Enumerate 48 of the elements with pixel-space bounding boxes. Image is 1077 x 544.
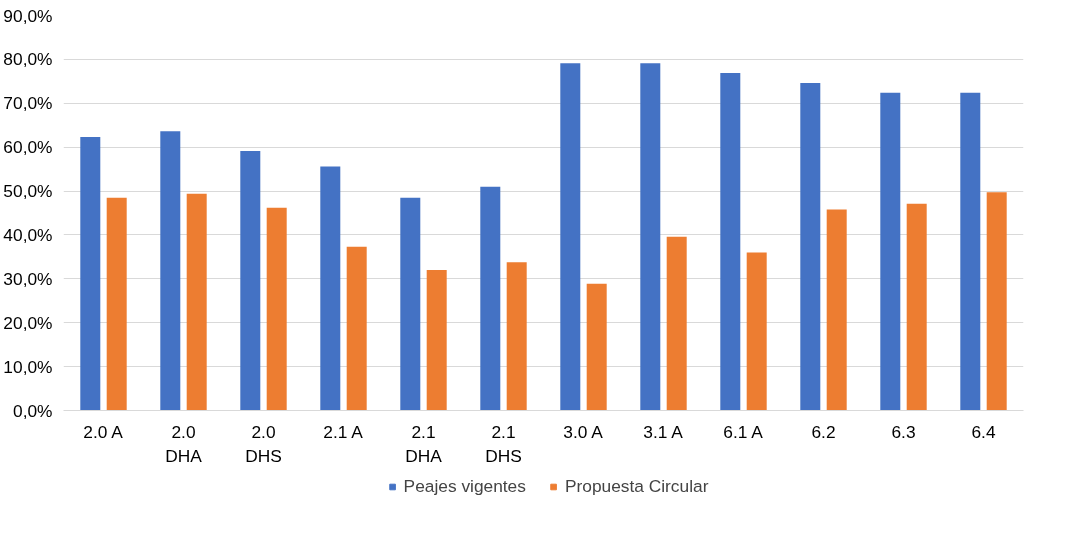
y-tick-label: 30,0%	[3, 268, 53, 289]
y-tick-label: 80,0%	[3, 49, 53, 70]
bar	[506, 262, 527, 411]
y-tick-label: 40,0%	[3, 224, 53, 245]
x-tick-label: 2.0 DHS	[245, 421, 282, 466]
x-tick-label: 6.1 A	[723, 421, 764, 442]
bar	[906, 203, 927, 411]
y-tick-label: 50,0%	[3, 181, 53, 202]
bar	[986, 192, 1007, 411]
bar	[720, 72, 741, 411]
x-tick-label: 2.1 DHA	[405, 421, 443, 466]
bar	[666, 236, 687, 411]
bar	[640, 63, 661, 411]
bar	[746, 252, 767, 411]
bar	[400, 197, 421, 411]
x-tick-label: 6.2	[811, 421, 836, 442]
y-tick-label: 60,0%	[3, 137, 53, 158]
x-tick-label: 2.1 DHS	[485, 421, 522, 466]
bar	[800, 83, 821, 411]
x-tick-label: 2.1 A	[323, 421, 364, 442]
bar	[480, 186, 501, 411]
y-tick-label: 20,0%	[3, 312, 53, 333]
bar	[426, 270, 447, 411]
bar	[240, 151, 261, 411]
y-tick-label: 70,0%	[3, 93, 53, 114]
x-tick-label: 2.0 A	[83, 421, 124, 442]
bar	[186, 193, 207, 411]
legend-label: Propuesta Circular	[564, 475, 709, 497]
bar	[106, 197, 127, 411]
bar	[586, 283, 607, 411]
bar	[346, 246, 367, 411]
x-tick-label: 3.0 A	[563, 421, 604, 442]
legend-label: Peajes vigentes	[403, 475, 526, 497]
bar	[960, 92, 981, 411]
y-tick-label: 0,0%	[13, 400, 53, 421]
y-tick-label: 90,0%	[3, 5, 53, 26]
x-tick-label: 6.3	[891, 421, 916, 442]
x-tick-label: 3.1 A	[643, 421, 684, 442]
bar	[266, 207, 287, 411]
bar	[826, 209, 847, 411]
x-tick-label: 2.0 DHA	[165, 421, 203, 466]
x-tick-label: 6.4	[971, 421, 996, 442]
bar	[160, 131, 181, 411]
bar	[880, 92, 901, 411]
y-tick-label: 10,0%	[3, 356, 53, 377]
bar	[320, 166, 341, 411]
bar	[560, 63, 581, 411]
bar	[80, 137, 101, 411]
